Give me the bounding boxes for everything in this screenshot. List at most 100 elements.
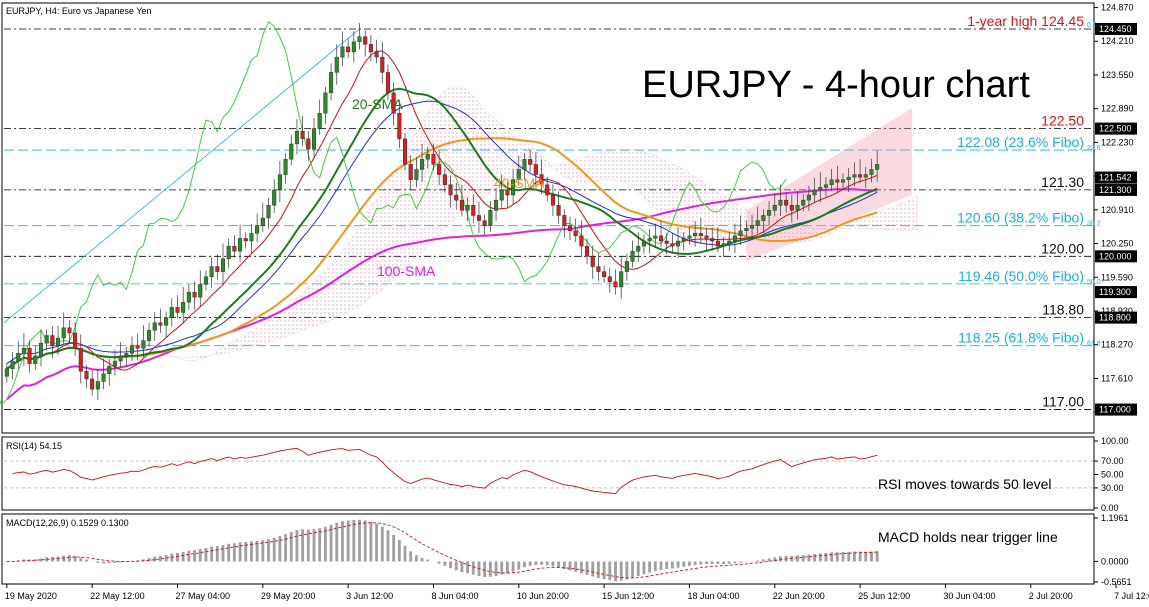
tenkan-line: [6, 50, 878, 371]
candle-body: [403, 138, 408, 165]
candle-body: [431, 153, 436, 165]
candle-body: [232, 245, 237, 252]
price-tick-label: 124.870: [1101, 3, 1134, 13]
candle-body: [607, 276, 612, 283]
candle-body: [420, 159, 425, 170]
ichimoku-cloud: [74, 85, 918, 370]
candle-body: [175, 307, 180, 313]
candle-body: [579, 235, 584, 247]
candle-body: [528, 159, 533, 165]
sma20-annotation: 20-SMA: [352, 96, 403, 112]
rsi-tick-label: 100.00: [1101, 436, 1129, 446]
fibo-tag: 50.0: [1087, 279, 1101, 286]
level-label: 121.30: [1041, 174, 1084, 190]
candle-body: [567, 225, 573, 231]
candle-body: [852, 174, 857, 178]
rsi-line: [12, 447, 878, 495]
candle-body: [340, 46, 345, 58]
rsi-tick-label: 0.00: [1101, 503, 1119, 513]
candle-body: [181, 302, 186, 313]
candle-body: [56, 337, 61, 346]
macd-tick-label: 1.1961: [1101, 513, 1129, 523]
candle-body: [801, 199, 806, 206]
candle-body: [698, 233, 703, 237]
candle-body: [67, 327, 72, 334]
time-tick-label: 27 May 04:00: [175, 591, 230, 601]
macd-annotation: MACD holds near trigger line: [878, 529, 1058, 545]
macd-tick-label: 0.0000: [1101, 556, 1129, 566]
candle-body: [198, 284, 203, 298]
candle-body: [499, 189, 504, 201]
candle-body: [732, 235, 737, 242]
candle-body: [869, 169, 874, 175]
candle-body: [516, 169, 521, 180]
candle-body: [846, 176, 851, 180]
sma20-line: [6, 87, 878, 370]
candle-body: [653, 235, 658, 239]
candle-body: [243, 238, 248, 242]
candle-body: [630, 251, 635, 262]
price-tag-label: 119.300: [1099, 287, 1131, 297]
candle-body: [835, 179, 840, 183]
level-label: 117.00: [1042, 394, 1084, 410]
candle-body: [220, 258, 226, 272]
candle-body: [454, 194, 459, 201]
candle-body: [300, 130, 305, 140]
candle-body: [784, 199, 789, 206]
candle-body: [135, 345, 140, 349]
candle-body: [710, 238, 715, 242]
candle-body: [749, 225, 755, 229]
candle-body: [488, 210, 493, 226]
price-tick-label: 118.930: [1101, 306, 1133, 316]
level-label: 120.60 (38.2% Fibo): [957, 210, 1084, 226]
candle-body: [442, 174, 447, 185]
time-tick-label: 15 Jun 12:00: [602, 591, 654, 601]
level-label: 119.46 (50.0% Fibo): [958, 268, 1084, 284]
time-tick-label: 18 Jun 04:00: [687, 591, 739, 601]
candle-body: [505, 189, 510, 196]
candle-body: [129, 345, 135, 354]
candle-body: [50, 335, 55, 346]
candle-body: [10, 360, 15, 369]
candle-body: [550, 194, 555, 206]
candle-body: [260, 217, 265, 226]
candle-body: [721, 243, 726, 247]
candle-body: [590, 256, 595, 267]
chart-title: EURJPY - 4-hour chart: [642, 64, 1030, 106]
candle-body: [465, 205, 470, 211]
candle-body: [408, 164, 413, 180]
candle-body: [795, 205, 800, 211]
rising-channel: [746, 108, 913, 262]
macd-panel-frame: [1, 513, 1095, 585]
time-tick-label: 22 May 12:00: [90, 591, 145, 601]
candle-body: [391, 92, 396, 114]
price-tick-label: 119.590: [1101, 272, 1133, 282]
candle-body: [215, 266, 220, 272]
candle-body: [147, 330, 152, 341]
candle-body: [715, 240, 720, 247]
price-tick-label: 122.890: [1101, 104, 1134, 114]
sma100-line: [6, 188, 878, 401]
time-tick-label: 7 Jul 12:00: [1114, 591, 1149, 601]
candle-body: [334, 56, 339, 73]
candle-body: [226, 245, 231, 260]
rsi-tick-label: 50.00: [1101, 470, 1124, 480]
rsi-tick-label: 30.00: [1101, 483, 1124, 493]
candle-body: [522, 159, 527, 170]
price-tag-box: [1095, 171, 1137, 184]
macd-signal-line: [6, 522, 878, 579]
candle-body: [90, 378, 95, 390]
candle-body: [357, 36, 362, 42]
candle-body: [778, 199, 783, 206]
candle-body: [602, 271, 607, 277]
time-tick-label: 10 Jun 20:00: [517, 591, 569, 601]
candle-body: [744, 228, 749, 231]
candle-body: [448, 184, 453, 196]
candle-body: [169, 307, 174, 318]
candle-body: [346, 46, 351, 53]
time-tick-label: 25 Jun 12:00: [858, 591, 910, 601]
candle-body: [374, 51, 379, 58]
candle-body: [118, 355, 123, 362]
price-tag-label: 121.300: [1099, 185, 1132, 195]
